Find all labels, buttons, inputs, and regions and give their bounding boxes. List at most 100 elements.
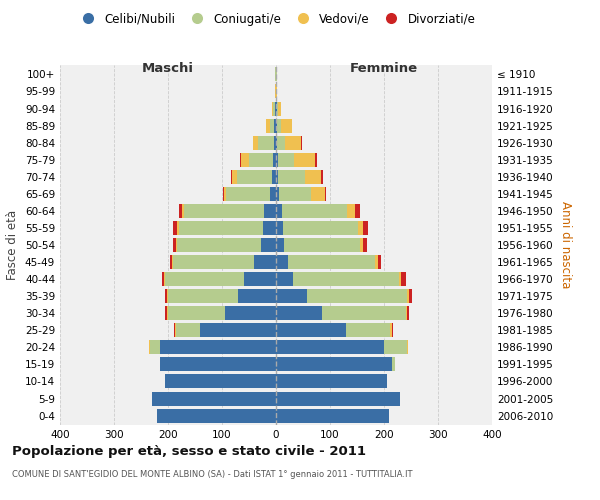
Bar: [272, 170, 276, 183]
Bar: [277, 102, 278, 116]
Bar: [277, 118, 281, 132]
Bar: [179, 204, 182, 218]
Bar: [278, 152, 294, 166]
Text: Femmine: Femmine: [350, 62, 418, 76]
Bar: [276, 306, 322, 320]
Bar: [276, 238, 284, 252]
Bar: [225, 306, 276, 320]
Bar: [176, 238, 177, 252]
Bar: [160, 358, 276, 372]
Bar: [276, 152, 278, 166]
Bar: [276, 204, 283, 218]
Bar: [173, 255, 254, 269]
Bar: [276, 340, 384, 354]
Bar: [392, 358, 395, 372]
Bar: [276, 289, 307, 303]
Text: Popolazione per età, sesso e stato civile - 2011: Popolazione per età, sesso e stato civil…: [12, 445, 366, 458]
Bar: [355, 204, 360, 218]
Bar: [406, 306, 407, 320]
Bar: [284, 238, 360, 252]
Bar: [241, 152, 249, 166]
Bar: [238, 289, 276, 303]
Bar: [274, 136, 276, 149]
Bar: [166, 289, 167, 303]
Bar: [182, 204, 184, 218]
Bar: [276, 255, 288, 269]
Bar: [152, 392, 276, 406]
Bar: [276, 136, 277, 149]
Bar: [276, 374, 387, 388]
Bar: [179, 221, 263, 235]
Bar: [149, 340, 150, 354]
Bar: [254, 255, 276, 269]
Bar: [316, 152, 317, 166]
Bar: [177, 238, 261, 252]
Bar: [176, 324, 200, 338]
Bar: [401, 272, 406, 286]
Legend: Celibi/Nubili, Coniugati/e, Vedovi/e, Divorziati/e: Celibi/Nubili, Coniugati/e, Vedovi/e, Di…: [72, 8, 480, 30]
Bar: [278, 187, 311, 201]
Bar: [166, 306, 167, 320]
Bar: [224, 187, 226, 201]
Bar: [236, 170, 272, 183]
Text: Maschi: Maschi: [142, 62, 194, 76]
Bar: [266, 118, 270, 132]
Bar: [274, 152, 276, 166]
Bar: [226, 187, 269, 201]
Bar: [164, 272, 166, 286]
Bar: [384, 340, 407, 354]
Bar: [301, 136, 302, 149]
Bar: [276, 392, 400, 406]
Bar: [166, 374, 276, 388]
Bar: [274, 118, 276, 132]
Bar: [232, 170, 236, 183]
Bar: [392, 324, 393, 338]
Bar: [264, 204, 276, 218]
Bar: [305, 170, 322, 183]
Bar: [168, 306, 225, 320]
Bar: [283, 204, 347, 218]
Bar: [175, 324, 176, 338]
Bar: [278, 170, 305, 183]
Bar: [157, 408, 276, 422]
Bar: [407, 306, 409, 320]
Bar: [160, 340, 276, 354]
Bar: [285, 136, 301, 149]
Bar: [249, 152, 274, 166]
Bar: [269, 187, 276, 201]
Bar: [276, 358, 392, 372]
Bar: [307, 289, 407, 303]
Bar: [363, 238, 367, 252]
Bar: [407, 289, 409, 303]
Bar: [184, 204, 264, 218]
Bar: [161, 272, 164, 286]
Bar: [278, 102, 281, 116]
Bar: [276, 221, 283, 235]
Bar: [200, 324, 276, 338]
Bar: [325, 187, 326, 201]
Y-axis label: Anni di nascita: Anni di nascita: [559, 202, 572, 288]
Bar: [231, 170, 232, 183]
Bar: [311, 187, 325, 201]
Bar: [378, 255, 381, 269]
Bar: [167, 289, 168, 303]
Bar: [276, 272, 293, 286]
Bar: [174, 324, 175, 338]
Bar: [347, 204, 355, 218]
Bar: [170, 255, 172, 269]
Bar: [244, 272, 276, 286]
Bar: [276, 324, 346, 338]
Bar: [177, 221, 179, 235]
Bar: [277, 136, 285, 149]
Bar: [253, 136, 258, 149]
Bar: [168, 289, 238, 303]
Bar: [166, 272, 244, 286]
Bar: [391, 324, 392, 338]
Bar: [407, 340, 408, 354]
Bar: [223, 187, 224, 201]
Bar: [363, 221, 368, 235]
Bar: [322, 170, 323, 183]
Bar: [322, 306, 406, 320]
Bar: [294, 152, 316, 166]
Bar: [276, 118, 277, 132]
